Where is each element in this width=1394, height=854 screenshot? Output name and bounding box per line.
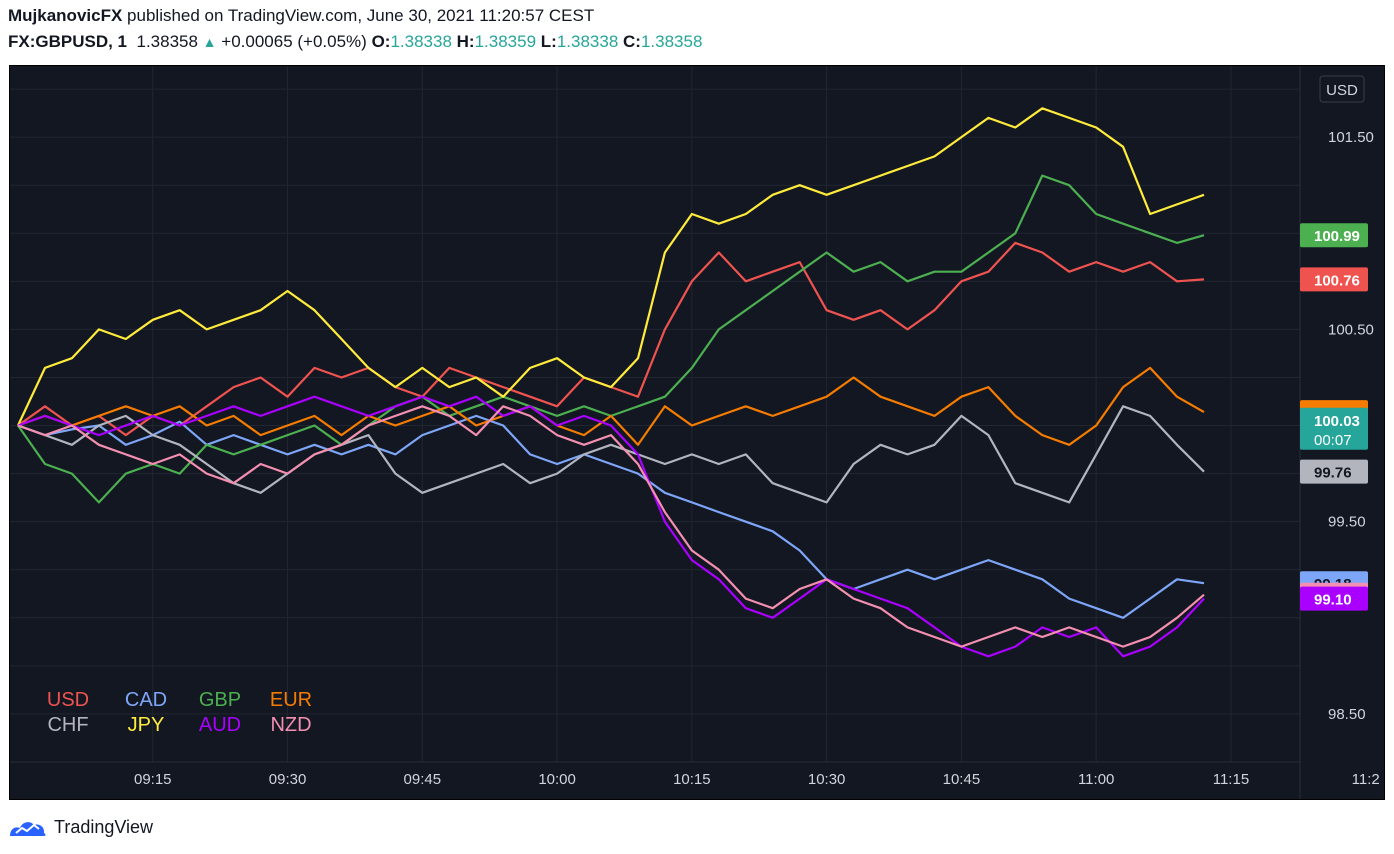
series-line-usd	[17, 241, 1205, 437]
publish-info: published on TradingView.com, June 30, 2…	[127, 6, 595, 25]
legend-item-eur: EUR	[270, 689, 312, 711]
high-value: 1.38359	[474, 32, 537, 51]
price-change: +0.00065 (+0.05%)	[221, 32, 367, 51]
series-line-gbp	[17, 174, 1205, 504]
last-value-labels: 100.99100.76100.07100.0300:0799.7699.189…	[1300, 223, 1368, 611]
countdown-text: 00:07	[1314, 432, 1352, 449]
series-line-aud	[17, 395, 1205, 658]
grid-lines	[10, 66, 1300, 763]
x-tick-label: 11:15	[1213, 771, 1249, 788]
tradingview-logo-icon[interactable]	[8, 816, 48, 838]
legend-item-nzd: NZD	[270, 714, 311, 736]
author-name[interactable]: MujkanovicFX	[8, 6, 123, 25]
close-label: C:	[623, 32, 641, 51]
last-price: 1.38358	[136, 32, 198, 51]
series-line-nzd	[17, 405, 1205, 648]
x-tick-label: 09:30	[269, 771, 307, 788]
x-tick-label: 11:2	[1352, 771, 1380, 788]
series-line-chf	[17, 405, 1205, 504]
x-tick-label: 09:45	[404, 771, 442, 788]
last-value-text-gbp: 100.99	[1314, 228, 1360, 245]
legend: USD CAD GBP EUR CHF JPY AUD NZD	[47, 689, 312, 736]
legend-item-cad: CAD	[125, 689, 167, 711]
open-value: 1.38338	[390, 32, 452, 51]
last-value-text-chf: 99.76	[1314, 465, 1352, 482]
last-value-tag-usd	[1300, 267, 1368, 292]
x-tick-label: 10:15	[673, 771, 711, 788]
last-value-tag-chf	[1300, 459, 1368, 484]
close-value: 1.38358	[640, 32, 703, 51]
symbol-label: FX:GBPUSD, 1	[8, 32, 128, 51]
series-line-cad	[17, 414, 1205, 619]
currency-badge-text: USD	[1326, 82, 1358, 99]
x-tick-label: 10:45	[943, 771, 981, 788]
high-label: H:	[456, 32, 475, 51]
series-lines	[17, 107, 1205, 658]
series-line-eur	[17, 366, 1205, 446]
x-tick-label: 11:00	[1078, 771, 1114, 788]
legend-item-aud: AUD	[199, 714, 241, 736]
series-line-jpy	[17, 107, 1205, 426]
legend-item-gbp: GBP	[199, 689, 241, 711]
publish-line: MujkanovicFX published on TradingView.co…	[8, 6, 594, 26]
x-tick-label: 10:00	[538, 771, 576, 788]
y-tick-label: 99.50	[1328, 514, 1366, 531]
ohlc-line: FX:GBPUSD, 1 1.38358 ▲ +0.00065 (+0.05%)…	[8, 32, 702, 52]
open-label: O:	[371, 32, 391, 51]
last-value-text-aud: 99.10	[1314, 592, 1352, 609]
legend-item-usd: USD	[47, 689, 89, 711]
y-tick-label: 98.50	[1328, 706, 1366, 723]
last-value-text-usd: 100.76	[1314, 272, 1360, 289]
last-value-tag-aud	[1300, 586, 1368, 611]
legend-item-jpy: JPY	[128, 714, 165, 736]
y-tick-label: 100.50	[1328, 321, 1374, 338]
last-value-tag-gbpusd	[1300, 407, 1368, 450]
chart-svg[interactable]: USD CAD GBP EUR CHF JPY AUD NZD USD 101.50 100.5…	[10, 66, 1384, 799]
x-tick-label: 09:15	[134, 771, 172, 788]
footer: TradingView	[8, 814, 153, 840]
up-arrow-icon: ▲	[202, 34, 217, 50]
chart-panel[interactable]: USD CAD GBP EUR CHF JPY AUD NZD USD 101.50 100.5…	[9, 65, 1385, 800]
tradingview-brand[interactable]: TradingView	[54, 816, 154, 837]
currency-badge[interactable]: USD	[1319, 75, 1365, 103]
y-tick-label: 101.50	[1328, 129, 1374, 146]
low-value: 1.38338	[556, 32, 619, 51]
x-tick-label: 10:30	[808, 771, 846, 788]
last-value-text-gbpusd: 100.03	[1314, 413, 1360, 430]
axes: USD 101.50 100.50 99.50 98.50 09:15 09:30 09:4…	[10, 66, 1380, 799]
legend-item-chf: CHF	[47, 714, 88, 736]
low-label: L:	[540, 32, 557, 51]
last-value-tag-gbp	[1300, 223, 1368, 248]
